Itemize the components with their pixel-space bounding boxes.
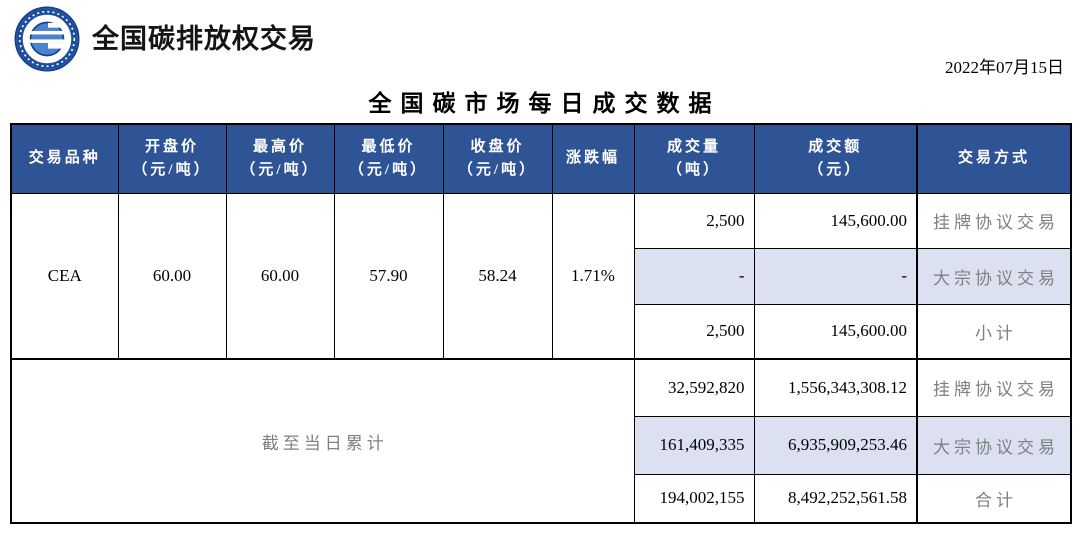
volume-cell: 161,409,335: [633, 415, 755, 475]
high-price-cell: 60.00: [225, 192, 335, 360]
carbon-exchange-logo-icon: [14, 6, 80, 72]
method-cell: 大宗协议交易: [916, 415, 1072, 475]
col-header-open-unit: （元/吨）: [132, 161, 212, 178]
col-header-product: 交易品种: [10, 123, 119, 194]
col-header-method: 交易方式: [916, 123, 1072, 194]
col-header-open: 开盘价 （元/吨）: [117, 123, 227, 194]
method-cell: 挂牌协议交易: [916, 192, 1072, 249]
close-price-cell: 58.24: [442, 192, 553, 360]
method-cell: 大宗协议交易: [916, 247, 1072, 305]
col-header-amount-label: 成交额: [808, 138, 863, 155]
amount-cell: 145,600.00: [753, 192, 918, 249]
col-header-low: 最低价 （元/吨）: [333, 123, 444, 194]
volume-cell: 2,500: [633, 192, 755, 249]
col-header-method-label: 交易方式: [957, 150, 1030, 167]
col-header-low-unit: （元/吨）: [348, 161, 429, 178]
col-header-volume-label: 成交量: [666, 138, 721, 155]
amount-cell: 6,935,909,253.46: [753, 415, 918, 475]
cumulative-label-cell: 截至当日累计: [10, 358, 635, 524]
amount-cell: 145,600.00: [753, 303, 918, 360]
col-header-close-label: 收盘价: [470, 138, 525, 155]
product-cell: CEA: [10, 192, 119, 360]
header-row: 交易品种 开盘价 （元/吨） 最高价 （元/吨） 最低价 （元/吨） 收盘价 （元/吨）…: [10, 123, 1072, 194]
low-price-cell: 57.90: [333, 192, 444, 360]
amount-cell: 1,556,343,308.12: [753, 358, 918, 417]
daily-trading-table: 交易品种 开盘价 （元/吨） 最高价 （元/吨） 最低价 （元/吨） 收盘价 （元/吨）…: [10, 123, 1072, 524]
col-header-high-unit: （元/吨）: [240, 161, 320, 178]
table-row-daily-listed: CEA 60.00 60.00 57.90 58.24 1.71% 2,500 …: [10, 192, 1072, 360]
page-title: 全国碳市场每日成交数据: [368, 91, 721, 116]
col-header-close-unit: （元/吨）: [457, 161, 538, 178]
amount-cell: 8,492,252,561.58: [753, 473, 918, 524]
col-header-high-label: 最高价: [252, 138, 307, 155]
volume-cell: -: [633, 247, 755, 305]
brand-header: 全国碳排放权交易: [14, 6, 316, 72]
col-header-change: 涨跌幅: [551, 123, 635, 194]
col-header-amount-unit: （元）: [808, 161, 863, 178]
brand-name: 全国碳排放权交易: [92, 23, 316, 54]
table-row-cumulative-total: 194,002,155 8,492,252,561.58 合计: [11, 473, 1072, 524]
table-row-cumulative-block: 161,409,335 6,935,909,253.46 大宗协议交易: [11, 415, 1072, 475]
col-header-change-label: 涨跌幅: [565, 150, 620, 167]
volume-cell: 32,592,820: [633, 358, 755, 417]
method-cell: 小计: [916, 303, 1072, 360]
amount-cell: -: [753, 247, 918, 305]
col-header-product-label: 交易品种: [28, 150, 101, 167]
table-row-daily-block: - - 大宗协议交易: [11, 247, 1072, 305]
col-header-amount: 成交额 （元）: [753, 123, 918, 194]
open-price-cell: 60.00: [117, 192, 227, 360]
col-header-low-label: 最低价: [361, 138, 416, 155]
volume-cell: 2,500: [633, 303, 755, 360]
change-pct-cell: 1.71%: [551, 192, 635, 360]
report-date: 2022年07月15日: [945, 58, 1064, 77]
col-header-close: 收盘价 （元/吨）: [442, 123, 553, 194]
method-cell: 挂牌协议交易: [916, 358, 1072, 417]
col-header-high: 最高价 （元/吨）: [225, 123, 335, 194]
col-header-open-label: 开盘价: [144, 138, 199, 155]
method-cell: 合计: [916, 473, 1072, 524]
volume-cell: 194,002,155: [633, 473, 755, 524]
col-header-volume: 成交量 （吨）: [633, 123, 755, 194]
col-header-volume-unit: （吨）: [666, 161, 721, 178]
table-row-cumulative-listed: 截至当日累计 32,592,820 1,556,343,308.12 挂牌协议交…: [10, 358, 1072, 524]
